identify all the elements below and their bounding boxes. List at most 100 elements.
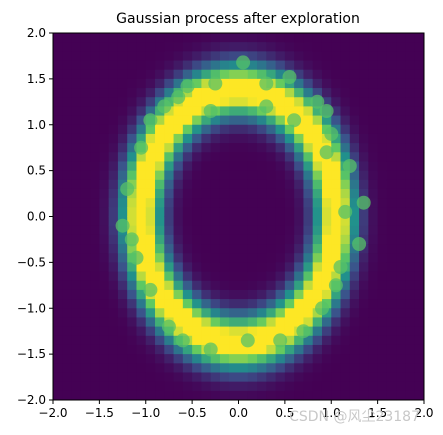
heatmap-cell bbox=[71, 207, 82, 218]
heatmap-cell bbox=[257, 69, 267, 80]
heatmap-cell bbox=[284, 381, 295, 392]
chart-title: Gaussian process after exploration bbox=[116, 11, 360, 27]
heatmap-cell bbox=[284, 271, 295, 282]
heatmap-cell bbox=[275, 207, 286, 218]
heatmap-cell bbox=[201, 271, 212, 282]
heatmap-cell bbox=[210, 161, 221, 172]
heatmap-cell bbox=[340, 253, 351, 263]
heatmap-cell bbox=[266, 335, 277, 346]
heatmap-cell bbox=[164, 152, 175, 162]
heatmap-cell bbox=[368, 308, 379, 318]
heatmap-cell bbox=[340, 280, 351, 291]
heatmap-cell bbox=[414, 271, 425, 282]
heatmap-cell bbox=[331, 188, 342, 199]
heatmap-cell bbox=[201, 60, 212, 71]
heatmap-cell bbox=[275, 271, 286, 282]
heatmap-cell bbox=[312, 280, 323, 291]
heatmap-cell bbox=[340, 271, 351, 282]
x-axis: −2.0 −1.5 −1.0 −0.5 0.0 0.5 1.0 1.5 2.0 bbox=[38, 400, 434, 420]
heatmap-cell bbox=[303, 363, 314, 373]
y-tick-label: 2.0 bbox=[27, 26, 46, 40]
heatmap-cell bbox=[99, 289, 110, 300]
heatmap-cell bbox=[164, 78, 175, 89]
heatmap-cell bbox=[155, 88, 165, 98]
heatmap-cell bbox=[294, 42, 304, 52]
heatmap-cell bbox=[229, 335, 239, 346]
heatmap-cell bbox=[312, 124, 323, 135]
heatmap-cell bbox=[192, 33, 202, 43]
heatmap-cell bbox=[238, 33, 249, 43]
heatmap-cell bbox=[414, 78, 425, 89]
heatmap-cell bbox=[266, 344, 277, 355]
heatmap-cell bbox=[192, 234, 202, 245]
heatmap-cell bbox=[396, 106, 406, 117]
heatmap-cell bbox=[90, 308, 100, 318]
heatmap-cell bbox=[99, 133, 110, 144]
heatmap-cell bbox=[312, 170, 323, 181]
heatmap-cell bbox=[182, 133, 193, 144]
heatmap-cell bbox=[266, 216, 277, 227]
heatmap-cell bbox=[164, 161, 175, 172]
heatmap-cell bbox=[182, 97, 193, 107]
heatmap-cell bbox=[127, 97, 137, 107]
heatmap-cell bbox=[303, 51, 314, 62]
heatmap-cell bbox=[396, 326, 406, 337]
heatmap-cell bbox=[340, 308, 351, 318]
heatmap-cell bbox=[71, 60, 82, 71]
sample-point bbox=[315, 301, 329, 316]
heatmap-cell bbox=[53, 198, 63, 208]
heatmap-cell bbox=[405, 381, 416, 392]
heatmap-cell bbox=[414, 97, 425, 107]
heatmap-cell bbox=[359, 97, 369, 107]
heatmap-cell bbox=[210, 244, 221, 254]
sample-points bbox=[115, 55, 371, 357]
heatmap-cell bbox=[257, 133, 267, 144]
heatmap-cell bbox=[90, 262, 100, 273]
heatmap-cell bbox=[275, 289, 286, 300]
heatmap-cell bbox=[192, 179, 202, 190]
heatmap-cell bbox=[238, 344, 249, 355]
heatmap-cell bbox=[164, 33, 175, 43]
heatmap-cell bbox=[312, 78, 323, 89]
heatmap-cell bbox=[155, 381, 165, 392]
heatmap-cell bbox=[331, 225, 342, 236]
heatmap-cell bbox=[321, 97, 332, 107]
heatmap-cell bbox=[294, 207, 304, 218]
heatmap-cell bbox=[155, 299, 165, 309]
heatmap-cell bbox=[108, 78, 119, 89]
heatmap-cell bbox=[136, 133, 147, 144]
heatmap-cell bbox=[62, 326, 73, 337]
heatmap-cell bbox=[386, 363, 397, 373]
heatmap-cell bbox=[210, 234, 221, 245]
heatmap-cell bbox=[99, 253, 110, 263]
heatmap-cell bbox=[80, 234, 91, 245]
heatmap-cell bbox=[275, 198, 286, 208]
heatmap-cell bbox=[257, 326, 267, 337]
heatmap-cell bbox=[90, 326, 100, 337]
heatmap-cell bbox=[405, 51, 416, 62]
heatmap-cell bbox=[229, 179, 239, 190]
heatmap-cell bbox=[340, 115, 351, 126]
heatmap-cell bbox=[359, 326, 369, 337]
heatmap-cell bbox=[136, 363, 147, 373]
heatmap-cell bbox=[359, 188, 369, 199]
heatmap-cell bbox=[155, 124, 165, 135]
heatmap-cell bbox=[405, 106, 416, 117]
heatmap-cell bbox=[238, 115, 249, 126]
heatmap-cell bbox=[275, 69, 286, 80]
heatmap-cell bbox=[127, 152, 137, 162]
heatmap-cell bbox=[192, 60, 202, 71]
heatmap-cell bbox=[377, 299, 388, 309]
heatmap-cell bbox=[405, 179, 416, 190]
heatmap-cell bbox=[99, 106, 110, 117]
heatmap-cell bbox=[173, 69, 184, 80]
heatmap-cell bbox=[275, 225, 286, 236]
heatmap-cell bbox=[303, 60, 314, 71]
heatmap-cell bbox=[71, 69, 82, 80]
heatmap-cell bbox=[386, 78, 397, 89]
heatmap-cell bbox=[108, 170, 119, 181]
heatmap-cell bbox=[349, 133, 360, 144]
heatmap-cell bbox=[164, 179, 175, 190]
heatmap-cell bbox=[53, 381, 63, 392]
heatmap-cell bbox=[396, 335, 406, 346]
